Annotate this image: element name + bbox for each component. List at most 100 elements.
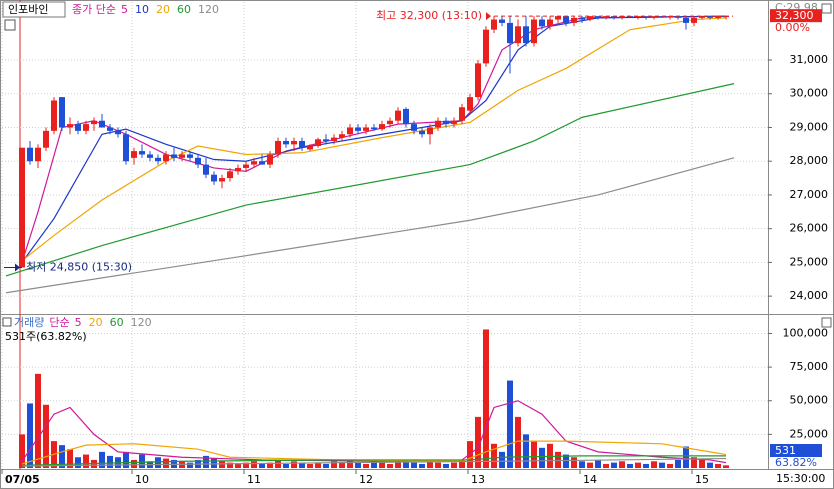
low-arrow: [15, 263, 20, 272]
x-tick-label: 15: [695, 473, 709, 486]
candle-body: [459, 107, 465, 121]
volume-bar: [19, 434, 25, 468]
volume-bar: [299, 462, 305, 468]
candle-body: [387, 120, 393, 125]
candle-body: [483, 29, 489, 64]
volume-name: 거래량: [14, 316, 44, 329]
ma-line: [5, 157, 735, 294]
volume-bar: [715, 463, 721, 468]
volume-box: [770, 444, 822, 457]
volume-bar: [619, 461, 625, 468]
candle-body: [403, 108, 409, 125]
volume-bar: [235, 463, 241, 468]
y-tick-label: 30,000: [790, 87, 829, 100]
ma-line: [21, 457, 727, 467]
candle-body: [435, 120, 441, 128]
candle-body: [339, 134, 345, 138]
y-tick-label: 26,000: [790, 222, 829, 235]
volume-bar: [531, 441, 537, 468]
candle-body: [411, 124, 417, 131]
volume-bar: [43, 404, 49, 468]
legend-entry: 10: [135, 3, 149, 16]
candle-body: [147, 154, 153, 158]
volume-bar: [243, 462, 249, 468]
candle-body: [27, 147, 33, 162]
ratio-label: 63.82%: [775, 456, 817, 469]
volume-bar: [163, 458, 169, 468]
candle-body: [299, 140, 305, 148]
change-label: 0.00%: [775, 21, 810, 34]
panel-icon[interactable]: [2, 317, 12, 327]
candle-body: [587, 16, 593, 20]
candle-body: [331, 137, 337, 141]
low-label: 최저 24,850 (15:30): [26, 260, 132, 273]
volume-bar: [723, 465, 729, 468]
candle-body: [651, 16, 657, 18]
candle-body: [683, 17, 689, 23]
volume-bar: [387, 463, 393, 468]
candle-body: [163, 154, 169, 162]
candle-body: [275, 140, 281, 155]
volume-bar: [659, 462, 665, 468]
volume-bar: [267, 462, 273, 468]
y-tick-label: 24,000: [790, 289, 829, 302]
grid-icon[interactable]: [4, 19, 16, 31]
volume-bar: [691, 457, 697, 468]
candle-body: [323, 139, 329, 141]
candle-body: [643, 16, 649, 18]
candle-body: [251, 161, 257, 165]
candle-body: [227, 171, 233, 179]
candle-body: [235, 167, 241, 172]
candle-body: [115, 130, 121, 135]
volume-bar: [667, 463, 673, 468]
candle-body: [123, 134, 129, 162]
candle-body: [379, 124, 385, 130]
price-label: 32,300: [775, 9, 814, 22]
volume-bar: [283, 463, 289, 468]
volume-bar: [75, 457, 81, 468]
candle-body: [579, 17, 585, 20]
volume-bar: [499, 451, 505, 468]
volume-bar: [651, 461, 657, 468]
volume-bar: [571, 457, 577, 468]
volume-bar: [315, 462, 321, 468]
volume-bar: [155, 457, 161, 468]
candle-body: [523, 26, 529, 44]
candle-body: [203, 164, 209, 175]
candle-body: [539, 19, 545, 27]
name-box[interactable]: [2, 1, 66, 18]
collapse-button[interactable]: [821, 3, 832, 14]
volume-bar: [427, 461, 433, 468]
x-tick-label: 13: [471, 473, 485, 486]
candle-body: [219, 178, 225, 182]
volume-bar: [291, 461, 297, 468]
volume-bar: [355, 462, 361, 468]
legend-entry: 20: [89, 316, 103, 329]
volume-bar: [123, 451, 129, 468]
volume-bar: [275, 459, 281, 468]
volume-bar: [395, 459, 401, 468]
volume-bar: [59, 445, 65, 468]
volume-bar: [227, 462, 233, 468]
volume-bar: [699, 459, 705, 468]
candle-body: [595, 16, 601, 18]
candle-body: [707, 16, 713, 18]
volume-bar: [523, 434, 529, 468]
candle-body: [419, 130, 425, 135]
volume-bar: [83, 454, 89, 468]
y-tick-label: 29,000: [790, 120, 829, 133]
volume-bar: [371, 461, 377, 468]
candle-body: [99, 120, 105, 128]
volume-bar: [403, 461, 409, 468]
candle-body: [67, 124, 73, 128]
candle-body: [131, 151, 137, 158]
volume-label: 531: [775, 444, 796, 457]
candle-body: [395, 110, 401, 121]
candle-body: [363, 127, 369, 131]
candle-body: [139, 151, 145, 155]
candle-body: [491, 19, 497, 30]
candle-body: [611, 16, 617, 18]
collapse-button[interactable]: [821, 317, 832, 328]
ma-label: 종가 단순: [72, 3, 116, 16]
